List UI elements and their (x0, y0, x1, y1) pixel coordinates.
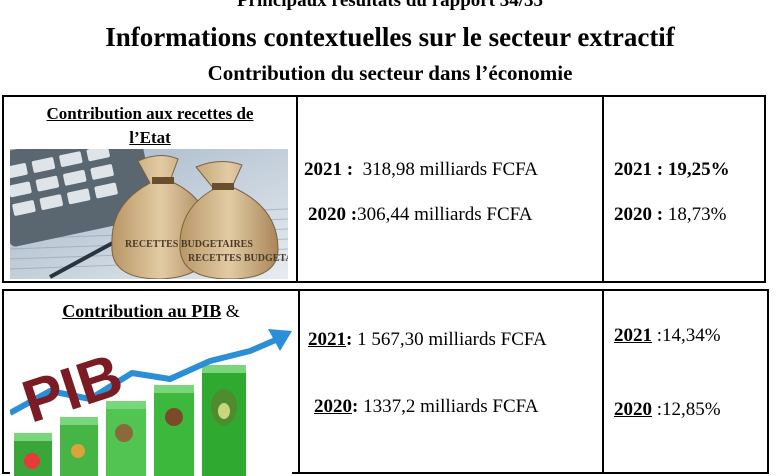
state-revenue-label-line2: l’Etat (129, 128, 171, 147)
gdp-label: Contribution au PIB & (62, 301, 240, 321)
state-revenue-2020-percent: 2020 : 18,73% (614, 204, 727, 225)
state-revenue-2021-percent: 2021 : 19,25% (614, 159, 730, 180)
gdp-2021-percent: 2021 :14,34% (614, 325, 721, 346)
gdp-label-cell: Contribution au PIB & (4, 291, 298, 476)
gdp-2020-percent: 2020 :12,85% (614, 399, 721, 420)
page-subtitle: Contribution du secteur dans l’économie (207, 61, 573, 85)
gdp-growth-chart-image: PIB (10, 321, 292, 476)
bag-label-2: RECETTES BUDGETAIRES (188, 253, 288, 264)
gdp-2020-amount: 2020: 1337,2 milliards FCFA (314, 396, 539, 417)
page-title: Informations contextuelles sur le secteu… (105, 22, 675, 52)
bag-label-1: RECETTES BUDGETAIRES (125, 239, 253, 250)
state-revenue-2020-amount: 2020 :306,44 milliards FCFA (308, 204, 533, 225)
gdp-contribution-row: Contribution au PIB & (2, 289, 769, 476)
state-revenue-row: Contribution aux recettes de l’Etat (2, 95, 766, 283)
report-results-heading: Principaux résultats du rapport 34/35 (236, 0, 544, 11)
state-revenue-percent-cell: 2021 : 19,25% 2020 : 18,73% (602, 97, 764, 281)
gdp-2021-amount: 2021: 1 567,30 milliards FCFA (308, 329, 547, 350)
budget-revenue-bags-image: RECETTES BUDGETAIRES RECETTES BUDGETAIRE… (10, 149, 288, 279)
state-revenue-2021-amount: 2021 : 318,98 milliards FCFA (304, 159, 538, 180)
gdp-amounts-cell: 2021: 1 567,30 milliards FCFA 2020: 1337… (298, 291, 602, 472)
state-revenue-label-cell: Contribution aux recettes de l’Etat (4, 97, 296, 281)
gdp-percent-cell: 2021 :14,34% 2020 :12,85% (602, 291, 767, 472)
state-revenue-label-line1: Contribution aux recettes de (46, 104, 254, 123)
state-revenue-amounts-cell: 2021 : 318,98 milliards FCFA 2020 :306,4… (296, 97, 602, 281)
